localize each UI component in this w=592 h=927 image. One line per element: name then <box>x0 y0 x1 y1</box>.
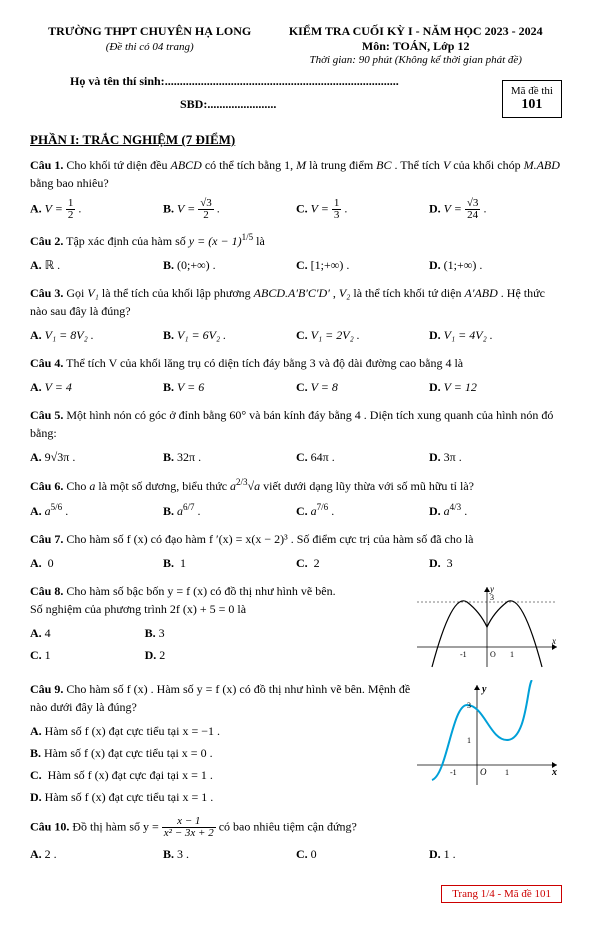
q6-opt-b: B. a6/7 . <box>163 499 296 522</box>
q4-opt-a: A. V = 4 <box>30 376 163 398</box>
q8-options: A. 4 B. 3 C. 1 D. 2 <box>30 622 259 666</box>
q1-opt-c: C. V = 13 . <box>296 196 429 223</box>
q10-options: A. 2 . B. 3 . C. 0 D. 1 . <box>30 843 562 865</box>
q6-opt-a: A. a5/6 . <box>30 499 163 522</box>
q4-opt-d: D. V = 12 <box>429 376 562 398</box>
name-line: Họ và tên thí sinh: <box>70 74 562 89</box>
svg-text:1: 1 <box>505 768 509 777</box>
svg-text:-1: -1 <box>450 768 457 777</box>
page-count: (Đề thi có 04 trang) <box>30 41 269 53</box>
q6-opt-c: C. a7/6 . <box>296 499 429 522</box>
q9-opt-c: C. Hàm số f (x) đạt cực đại tại x = 1 . <box>30 764 412 786</box>
q7-opt-b: B. 1 <box>163 552 296 574</box>
q10-opt-a: A. 2 . <box>30 843 163 865</box>
q3-opt-b: B. V₁ = 6V₂ . <box>163 324 296 346</box>
svg-text:1: 1 <box>467 736 471 745</box>
exam-time: Thời gian: 90 phút (Không kể thời gian p… <box>269 54 562 66</box>
svg-text:x: x <box>551 767 557 778</box>
q1-label: Câu 1. <box>30 158 63 172</box>
exam-code-box: Mã đề thi 101 <box>502 80 562 118</box>
q9-label: Câu 9. <box>30 682 63 696</box>
q9-figure: O -1 1 3 1 x y <box>412 680 562 808</box>
q8-opt-a: A. 4 <box>30 622 145 644</box>
q4-opt-c: C. V = 8 <box>296 376 429 398</box>
question-8: Câu 8. Cho hàm số bậc bốn y = f (x) có đ… <box>30 582 562 672</box>
svg-text:-1: -1 <box>460 650 467 659</box>
svg-text:3: 3 <box>467 701 471 710</box>
school-name: TRƯỜNG THPT CHUYÊN HẠ LONG <box>30 24 269 39</box>
svg-text:x: x <box>551 636 556 646</box>
q2-opt-a: A. ℝ . <box>30 254 163 276</box>
question-5: Câu 5. Một hình nón có góc ở đỉnh bằng 6… <box>30 406 562 468</box>
q3-opt-a: A. V₁ = 8V₂ . <box>30 324 163 346</box>
q8-line2: Số nghiệm của phương trình 2f (x) + 5 = … <box>30 600 412 618</box>
q3-opt-d: D. V₁ = 4V₂ . <box>429 324 562 346</box>
svg-text:O: O <box>480 767 487 777</box>
q8-label: Câu 8. <box>30 584 63 598</box>
q1-opt-b: B. V = √32 . <box>163 196 296 223</box>
q8-opt-b: B. 3 <box>145 622 260 644</box>
exam-title: KIỂM TRA CUỐI KỲ I - NĂM HỌC 2023 - 2024 <box>269 24 562 39</box>
q7-opt-d: D. 3 <box>429 552 562 574</box>
svg-text:O: O <box>490 650 496 659</box>
q5-options: A. 9√3π . B. 32π . C. 64π . D. 3π . <box>30 446 562 468</box>
q8-opt-c: C. 1 <box>30 644 145 666</box>
q7-options: A. 0 B. 1 C. 2 D. 3 <box>30 552 562 574</box>
q1-opt-a: A. V = 12 . <box>30 196 163 223</box>
q1-opt-d: D. V = √324 . <box>429 196 562 223</box>
question-1: Câu 1. Cho khối tứ diện đều ABCD có thể … <box>30 156 562 223</box>
q2-opt-b: B. (0;+∞) . <box>163 254 296 276</box>
q9-opt-b: B. Hàm số f (x) đạt cực tiểu tại x = 0 . <box>30 742 412 764</box>
page-footer: Trang 1/4 - Mã đề 101 <box>441 885 562 903</box>
question-3: Câu 3. Gọi V₁ là thể tích của khối lập p… <box>30 284 562 346</box>
q5-opt-b: B. 32π . <box>163 446 296 468</box>
q5-opt-c: C. 64π . <box>296 446 429 468</box>
q5-opt-d: D. 3π . <box>429 446 562 468</box>
q8-opt-d: D. 2 <box>145 644 260 666</box>
exam-subject: Môn: TOÁN, Lớp 12 <box>269 39 562 54</box>
q3-label: Câu 3. <box>30 286 63 300</box>
exam-code-number: 101 <box>511 97 553 113</box>
question-2: Câu 2. Tập xác định của hàm số y = (x − … <box>30 231 562 276</box>
q7-opt-c: C. 2 <box>296 552 429 574</box>
q2-label: Câu 2. <box>30 234 63 248</box>
q6-opt-d: D. a4/3 . <box>429 499 562 522</box>
q9-options: A. Hàm số f (x) đạt cực tiểu tại x = −1 … <box>30 720 412 808</box>
q1-options: A. V = 12 . B. V = √32 . C. V = 13 . D. … <box>30 196 562 223</box>
svg-text:y: y <box>481 684 487 695</box>
page-header: TRƯỜNG THPT CHUYÊN HẠ LONG (Đề thi có 04… <box>30 24 562 66</box>
q10-label: Câu 10. <box>30 819 69 833</box>
question-10: Câu 10. Đồ thị hàm số y = x − 1x² − 3x +… <box>30 816 562 865</box>
q5-label: Câu 5. <box>30 408 63 422</box>
svg-text:3: 3 <box>490 593 494 602</box>
q10-opt-d: D. 1 . <box>429 843 562 865</box>
q2-opt-d: D. (1;+∞) . <box>429 254 562 276</box>
q10-opt-c: C. 0 <box>296 843 429 865</box>
q5-opt-a: A. 9√3π . <box>30 446 163 468</box>
q6-options: A. a5/6 . B. a6/7 . C. a7/6 . D. a4/3 . <box>30 499 562 522</box>
question-6: Câu 6. Cho a là một số dương, biểu thức … <box>30 476 562 522</box>
q10-opt-b: B. 3 . <box>163 843 296 865</box>
q2-opt-c: C. [1;+∞) . <box>296 254 429 276</box>
q6-label: Câu 6. <box>30 479 63 493</box>
q8-figure: -1 O 1 3 x y <box>412 582 562 672</box>
q9-opt-d: D. Hàm số f (x) đạt cực tiểu tại x = 1 . <box>30 786 412 808</box>
q4-options: A. V = 4 B. V = 6 C. V = 8 D. V = 12 <box>30 376 562 398</box>
q4-label: Câu 4. <box>30 356 63 370</box>
q9-opt-a: A. Hàm số f (x) đạt cực tiểu tại x = −1 … <box>30 720 412 742</box>
q3-opt-c: C. V₁ = 2V₂ . <box>296 324 429 346</box>
svg-text:1: 1 <box>510 650 514 659</box>
q7-label: Câu 7. <box>30 532 63 546</box>
q2-options: A. ℝ . B. (0;+∞) . C. [1;+∞) . D. (1;+∞)… <box>30 254 562 276</box>
section-title: PHẦN I: TRẮC NGHIỆM (7 ĐIỂM) <box>30 132 562 148</box>
q7-opt-a: A. 0 <box>30 552 163 574</box>
q3-options: A. V₁ = 8V₂ . B. V₁ = 6V₂ . C. V₁ = 2V₂ … <box>30 324 562 346</box>
question-4: Câu 4. Thể tích V của khối lăng trụ có d… <box>30 354 562 398</box>
q4-opt-b: B. V = 6 <box>163 376 296 398</box>
question-9: Câu 9. Cho hàm số f (x) . Hàm số y = f (… <box>30 680 562 808</box>
exam-code-label: Mã đề thi <box>511 85 553 97</box>
question-7: Câu 7. Cho hàm số f (x) có đạo hàm f ′(x… <box>30 530 562 574</box>
svg-text:y: y <box>489 584 494 594</box>
